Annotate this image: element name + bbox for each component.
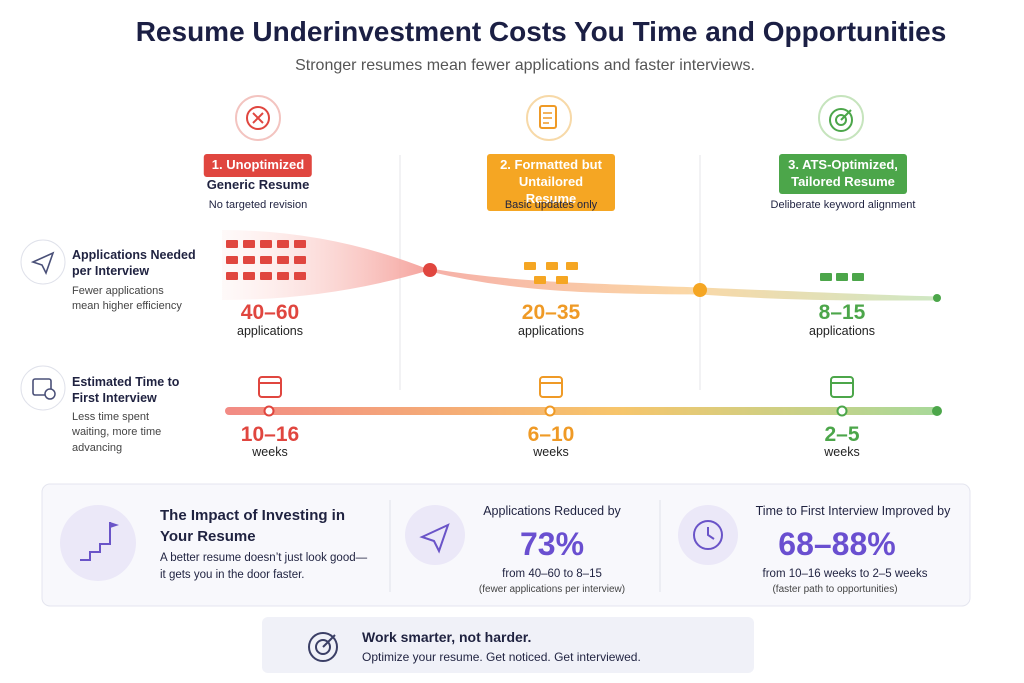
flow-node bbox=[423, 263, 437, 277]
footer-title: Work smarter, not harder. bbox=[362, 629, 532, 645]
envelope bbox=[260, 256, 272, 264]
flow-fan bbox=[222, 230, 430, 300]
impact-text: A better resume doesn’t just look good— … bbox=[160, 552, 368, 581]
envelope bbox=[566, 262, 578, 270]
impact-title: The Impact of Investing in Your Resume bbox=[160, 507, 346, 545]
stage-title: Generic Resume bbox=[206, 177, 310, 192]
time-value: 2–5 bbox=[824, 423, 860, 446]
timeline bbox=[225, 407, 937, 415]
time-unit: weeks bbox=[252, 445, 288, 459]
footer-panel bbox=[262, 617, 754, 673]
applications-value: 20–35 bbox=[521, 301, 581, 324]
envelope bbox=[836, 273, 848, 281]
metric-label: Time to First Interview Improved by bbox=[755, 504, 951, 518]
envelope bbox=[277, 240, 289, 248]
stage-note: No targeted revision bbox=[208, 199, 308, 211]
metric-note: (fewer applications per interview) bbox=[478, 584, 626, 595]
stage-note: Deliberate keyword alignment bbox=[770, 199, 916, 211]
footer-icon bbox=[308, 632, 338, 662]
stage-icon bbox=[235, 95, 281, 141]
footer-text: Optimize your resume. Get noticed. Get i… bbox=[362, 650, 641, 664]
envelope bbox=[260, 240, 272, 248]
applications-value: 8–15 bbox=[818, 301, 866, 324]
stage-badge: 2. Formatted but Untailored Resume bbox=[487, 154, 615, 211]
impact-icon bbox=[60, 505, 136, 581]
envelope bbox=[294, 256, 306, 264]
flow-node bbox=[693, 283, 707, 297]
envelope bbox=[556, 276, 568, 284]
subtitle: Stronger resumes mean fewer applications… bbox=[295, 57, 755, 74]
envelope bbox=[524, 262, 536, 270]
envelope bbox=[820, 273, 832, 281]
time-unit: weeks bbox=[533, 445, 569, 459]
envelope bbox=[534, 276, 546, 284]
envelopes bbox=[226, 240, 864, 284]
envelope bbox=[260, 272, 272, 280]
flow-node bbox=[933, 294, 941, 302]
applications-unit: applications bbox=[808, 324, 876, 338]
stage-note: Basic updates only bbox=[504, 199, 598, 211]
metric-detail: from 40–60 to 8–15 bbox=[502, 568, 602, 580]
time-value: 6–10 bbox=[527, 423, 575, 446]
stage-icon bbox=[526, 95, 572, 141]
envelope bbox=[243, 240, 255, 248]
timeline-nodes bbox=[263, 405, 942, 417]
envelope bbox=[546, 262, 558, 270]
impact-panel bbox=[41, 483, 971, 607]
row-note: Less time spent waiting, more time advan… bbox=[72, 411, 162, 454]
envelope bbox=[277, 256, 289, 264]
envelope bbox=[243, 272, 255, 280]
metric-icon bbox=[405, 505, 465, 565]
time-unit: weeks bbox=[824, 445, 860, 459]
metric-icon bbox=[678, 505, 738, 565]
stage-badge: 3. ATS-Optimized, Tailored Resume bbox=[779, 154, 907, 194]
row-note: Fewer applications mean higher efficienc… bbox=[72, 285, 182, 313]
calendar-icons bbox=[258, 376, 854, 398]
envelope bbox=[294, 272, 306, 280]
envelope bbox=[294, 240, 306, 248]
applications-unit: applications bbox=[517, 324, 585, 338]
row-title: Applications Needed per Interview bbox=[72, 248, 196, 278]
envelope bbox=[852, 273, 864, 281]
metric-note: (faster path to opportunities) bbox=[772, 584, 898, 595]
applications-value: 40–60 bbox=[240, 301, 300, 324]
row-title: Estimated Time to First Interview bbox=[72, 375, 180, 405]
envelope bbox=[243, 256, 255, 264]
envelope bbox=[226, 256, 238, 264]
metric-value: 73% bbox=[519, 526, 585, 562]
title: Resume Underinvestment Costs You Time an… bbox=[135, 16, 947, 47]
metric-value: 68–88% bbox=[778, 526, 896, 562]
envelope bbox=[226, 240, 238, 248]
row-icon bbox=[20, 239, 66, 285]
envelope bbox=[277, 272, 289, 280]
time-value: 10–16 bbox=[240, 423, 300, 446]
stage-icon bbox=[818, 95, 864, 141]
row-icon bbox=[20, 365, 66, 411]
applications-unit: applications bbox=[236, 324, 304, 338]
metric-detail: from 10–16 weeks to 2–5 weeks bbox=[762, 568, 928, 580]
stage-badge: 1. Unoptimized bbox=[203, 154, 313, 177]
envelope bbox=[226, 272, 238, 280]
metric-label: Applications Reduced by bbox=[483, 504, 621, 518]
